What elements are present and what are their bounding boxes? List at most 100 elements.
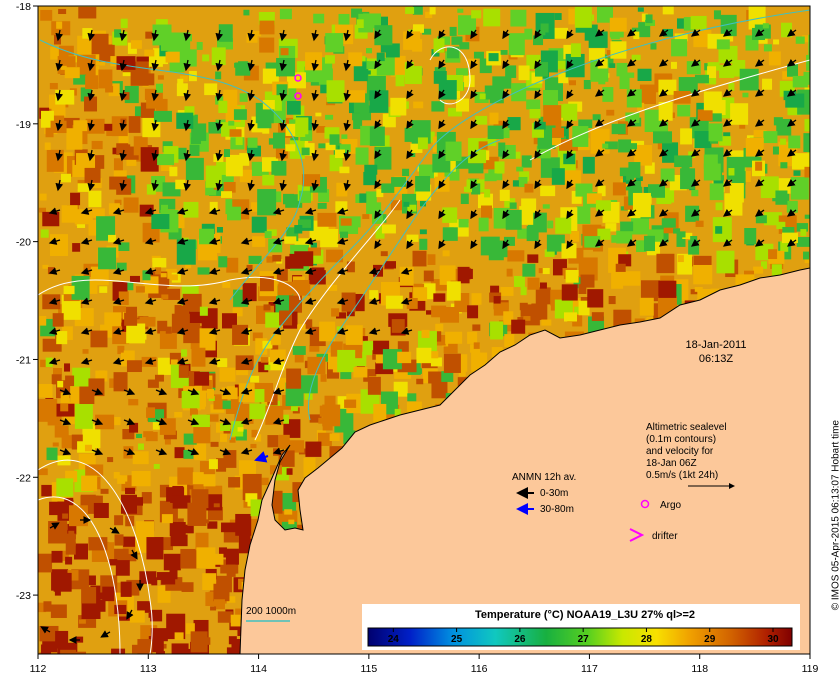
sst-pixel [109, 559, 118, 566]
sst-pixel [419, 229, 427, 235]
sst-pixel [134, 497, 143, 506]
sst-pixel [278, 434, 290, 450]
sst-pixel [160, 42, 171, 51]
velocity-arrow [91, 447, 104, 456]
velocity-arrow [151, 119, 160, 132]
sst-pixel [141, 492, 152, 504]
sst-pixel [290, 406, 298, 412]
sst-pixel [467, 305, 479, 319]
sst-pixel [243, 9, 250, 16]
sst-pixel [718, 45, 738, 64]
sst-pixel [204, 83, 218, 96]
sst-pixel [52, 442, 59, 447]
sst-pixel [446, 46, 459, 59]
sst-pixel [235, 137, 243, 146]
sst-pixel [542, 267, 550, 275]
velocity-arrow [470, 239, 478, 250]
sst-pixel [694, 74, 709, 84]
sst-pixel [254, 389, 265, 403]
sst-pixel [441, 371, 454, 382]
sst-pixel [543, 105, 562, 128]
sst-pixel [292, 346, 306, 355]
sst-pixel [85, 464, 104, 476]
sst-pixel [542, 90, 558, 111]
velocity-arrow [80, 297, 93, 305]
velocity-arrow [502, 149, 510, 160]
sst-pixel [419, 238, 428, 250]
sst-pixel [155, 83, 163, 93]
velocity-arrow [786, 178, 797, 187]
sst-pixel [531, 72, 543, 84]
velocity-arrow [119, 29, 128, 42]
velocity-arrow [566, 149, 574, 160]
velocity-arrow [594, 238, 605, 247]
velocity-legend-line: 0.5m/s (1kt 24h) [646, 470, 718, 481]
sst-pixel [761, 261, 768, 269]
sst-pixel [723, 132, 731, 138]
sst-pixel [264, 364, 271, 371]
sst-pixel [135, 537, 149, 553]
sst-pixel [490, 321, 504, 340]
sst-pixel [640, 280, 660, 302]
sst-pixel [157, 75, 164, 80]
velocity-arrow [690, 238, 701, 247]
velocity-arrow [279, 119, 288, 132]
sst-pixel [708, 113, 722, 122]
sst-pixel [801, 35, 810, 43]
sst-pixel [498, 142, 506, 150]
sst-pixel [126, 360, 142, 373]
sst-pixel [42, 294, 61, 310]
sst-pixel [381, 183, 395, 193]
velocity-arrow [406, 59, 414, 70]
sst-pixel [324, 395, 336, 406]
sst-pixel [268, 301, 280, 314]
sst-pixel [229, 129, 242, 137]
velocity-arrow [240, 447, 253, 455]
velocity-arrow [690, 148, 701, 157]
velocity-arrow [594, 178, 605, 187]
sst-pixel [619, 75, 630, 90]
sst-pixel [304, 390, 313, 400]
sst-pixel [610, 41, 627, 59]
velocity-arrow [658, 118, 669, 127]
velocity-arrow [470, 59, 478, 70]
sst-pixel [678, 77, 698, 93]
sst-pixel [676, 236, 686, 247]
velocity-arrow [215, 89, 224, 102]
velocity-arrow [502, 59, 510, 70]
sst-pixel [221, 191, 233, 198]
sst-pixel [276, 84, 288, 96]
sst-pixel [245, 493, 258, 502]
velocity-legend-line: Altimetric sealevel [646, 422, 727, 433]
sst-pixel [165, 326, 172, 334]
sst-pixel [673, 228, 681, 234]
sst-pixel [786, 200, 798, 213]
sst-pixel [431, 305, 447, 318]
sst-pixel [108, 234, 117, 243]
velocity-arrow [247, 119, 256, 132]
sst-pixel [40, 359, 48, 368]
velocity-arrow [754, 58, 765, 67]
sst-pixel [82, 28, 93, 39]
sst-pixel [136, 521, 155, 540]
sst-pixel [217, 37, 234, 50]
sst-pixel [434, 67, 446, 74]
sst-pixel [331, 308, 340, 317]
sst-pixel [187, 502, 207, 526]
sst-pixel [762, 23, 769, 29]
sst-pixel [226, 596, 236, 603]
velocity-arrow [49, 522, 60, 530]
sst-pixel [288, 440, 305, 453]
sst-pixel [187, 485, 194, 490]
sst-pixel [84, 167, 101, 183]
sst-pixel [309, 414, 322, 423]
sst-pixel [563, 103, 578, 121]
sst-pixel [781, 22, 793, 38]
velocity-arrow [470, 119, 478, 130]
sst-pixel [176, 147, 187, 160]
velocity-arrow [55, 59, 64, 72]
sst-pixel [239, 153, 250, 166]
sst-pixel [694, 286, 703, 292]
sst-pixel [793, 170, 801, 176]
sst-pixel [71, 275, 90, 300]
